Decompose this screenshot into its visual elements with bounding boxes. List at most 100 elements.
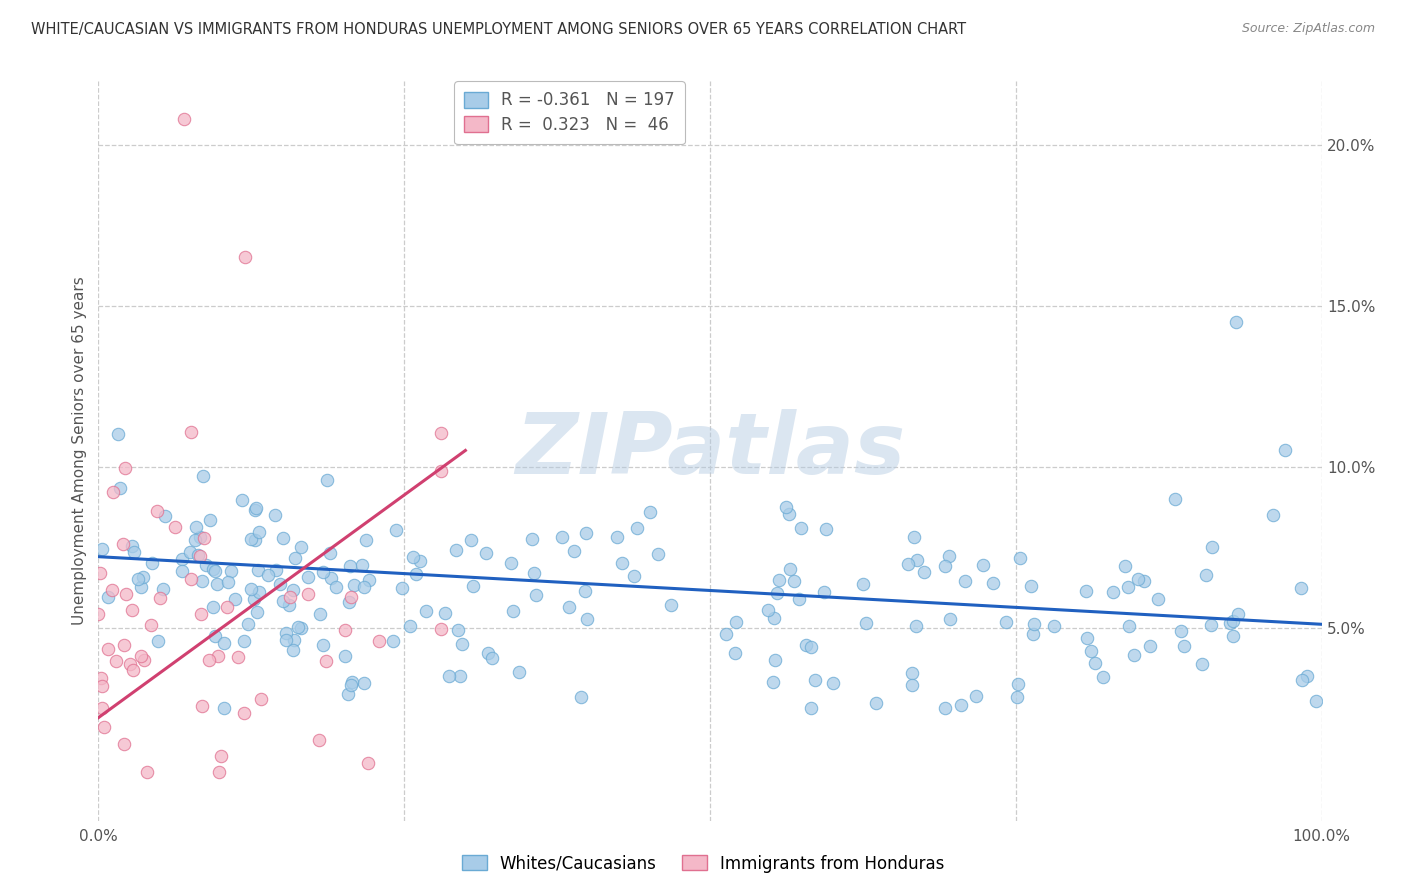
- Point: [247, 524, 270, 539]
- Point: [1222, 629, 1244, 643]
- Point: [789, 521, 811, 535]
- Point: [574, 583, 596, 598]
- Point: [219, 564, 242, 578]
- Point: [955, 574, 977, 588]
- Point: [91, 701, 114, 715]
- Point: [308, 607, 330, 622]
- Point: [939, 612, 962, 626]
- Point: [90, 671, 112, 685]
- Point: [105, 654, 128, 668]
- Point: [180, 425, 202, 440]
- Point: [1201, 540, 1223, 554]
- Point: [136, 765, 159, 780]
- Point: [623, 568, 645, 582]
- Point: [180, 572, 202, 586]
- Point: [283, 633, 305, 648]
- Point: [385, 523, 408, 537]
- Point: [146, 504, 169, 518]
- Point: [184, 519, 207, 533]
- Point: [247, 585, 270, 599]
- Point: [437, 669, 460, 683]
- Point: [1122, 648, 1144, 662]
- Point: [188, 530, 211, 544]
- Point: [315, 654, 337, 668]
- Point: [865, 696, 887, 710]
- Point: [212, 635, 235, 649]
- Legend: R = -0.361   N = 197, R =  0.323   N =  46: R = -0.361 N = 197, R = 0.323 N = 46: [454, 81, 685, 144]
- Point: [97, 641, 120, 656]
- Y-axis label: Unemployment Among Seniors over 65 years: Unemployment Among Seniors over 65 years: [72, 277, 87, 624]
- Point: [201, 599, 224, 614]
- Point: [934, 559, 956, 574]
- Point: [1170, 624, 1192, 638]
- Point: [1132, 574, 1154, 588]
- Point: [187, 548, 209, 562]
- Point: [606, 530, 628, 544]
- Point: [768, 573, 790, 587]
- Point: [193, 468, 215, 483]
- Point: [114, 460, 136, 475]
- Point: [551, 530, 574, 544]
- Point: [195, 558, 218, 572]
- Point: [1076, 631, 1098, 645]
- Point: [343, 578, 366, 592]
- Point: [758, 603, 780, 617]
- Point: [852, 577, 875, 591]
- Point: [90, 542, 112, 557]
- Point: [284, 550, 307, 565]
- Point: [481, 650, 503, 665]
- Point: [1274, 443, 1296, 458]
- Point: [179, 545, 201, 559]
- Point: [449, 669, 471, 683]
- Point: [499, 556, 522, 570]
- Point: [1173, 639, 1195, 653]
- Point: [172, 565, 194, 579]
- Point: [725, 615, 748, 629]
- Point: [134, 653, 156, 667]
- Point: [430, 464, 453, 478]
- Point: [139, 617, 162, 632]
- Point: [184, 533, 207, 547]
- Point: [340, 590, 363, 604]
- Point: [245, 605, 267, 619]
- Point: [311, 565, 333, 579]
- Point: [778, 507, 800, 521]
- Point: [337, 687, 360, 701]
- Point: [233, 706, 256, 721]
- Point: [1139, 639, 1161, 653]
- Point: [1024, 617, 1046, 632]
- Point: [333, 623, 356, 637]
- Point: [190, 698, 212, 713]
- Point: [274, 632, 297, 647]
- Point: [312, 638, 335, 652]
- Point: [163, 519, 186, 533]
- Point: [287, 620, 309, 634]
- Point: [1005, 690, 1028, 704]
- Point: [141, 556, 163, 570]
- Point: [353, 580, 375, 594]
- Point: [149, 591, 172, 605]
- Point: [1146, 592, 1168, 607]
- Point: [1219, 616, 1241, 631]
- Text: WHITE/CAUCASIAN VS IMMIGRANTS FROM HONDURAS UNEMPLOYMENT AMONG SENIORS OVER 65 Y: WHITE/CAUCASIAN VS IMMIGRANTS FROM HONDU…: [31, 22, 966, 37]
- Point: [209, 749, 232, 764]
- Point: [243, 502, 266, 516]
- Point: [524, 588, 547, 602]
- Point: [121, 602, 143, 616]
- Point: [1021, 627, 1043, 641]
- Point: [763, 653, 786, 667]
- Point: [430, 623, 453, 637]
- Point: [352, 558, 374, 573]
- Point: [905, 553, 928, 567]
- Point: [96, 590, 118, 604]
- Point: [155, 508, 177, 523]
- Point: [900, 678, 922, 692]
- Point: [1101, 585, 1123, 599]
- Point: [190, 607, 212, 622]
- Point: [354, 533, 377, 547]
- Point: [107, 427, 129, 442]
- Point: [1305, 694, 1327, 708]
- Point: [463, 579, 485, 593]
- Text: Source: ZipAtlas.com: Source: ZipAtlas.com: [1241, 22, 1375, 36]
- Point: [1010, 551, 1032, 566]
